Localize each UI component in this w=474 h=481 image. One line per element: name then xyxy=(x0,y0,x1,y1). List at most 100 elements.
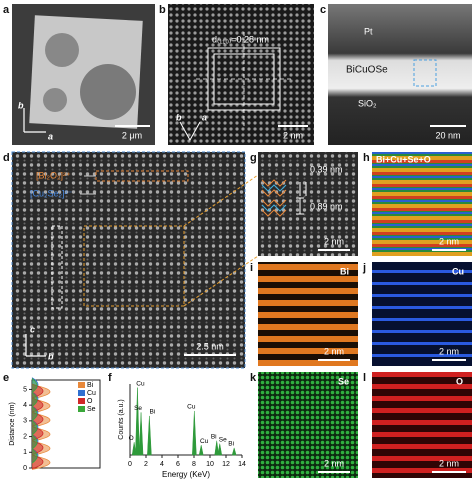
crosshair xyxy=(196,32,292,126)
legend-swatch xyxy=(78,406,85,412)
legend-label: Cu xyxy=(87,390,96,397)
x-tick-label: 8 xyxy=(192,461,196,468)
element-label: O xyxy=(456,376,463,386)
spacing-label: 0.89 nm xyxy=(310,201,343,211)
image-d xyxy=(11,151,246,369)
peak-label: Cu xyxy=(187,404,196,411)
y-tick-label: 4 xyxy=(23,402,27,409)
panel-label: j xyxy=(362,262,366,274)
panel-label: i xyxy=(250,262,253,274)
image-g xyxy=(258,152,358,256)
peak xyxy=(138,412,144,456)
legend-swatch xyxy=(78,382,85,388)
peak-label: Bi xyxy=(149,409,155,416)
peak-label: Cu xyxy=(136,380,145,387)
axis-label: b xyxy=(176,112,182,122)
y-tick-label: 0 xyxy=(23,465,27,472)
axis-label: c xyxy=(30,324,35,334)
profile-peak xyxy=(31,378,38,393)
y-tick-label: 2 xyxy=(23,433,27,440)
y-axis-label: Distance (nm) xyxy=(9,402,16,446)
scale-bar-label: 2 nm xyxy=(324,346,344,356)
hole xyxy=(80,64,136,120)
profile-peak xyxy=(31,420,38,436)
axis-label: b xyxy=(18,100,24,110)
peak-label: Se xyxy=(219,436,227,443)
scale-bar-label: 20 nm xyxy=(435,130,460,140)
layer-label: SiO₂ xyxy=(358,98,377,108)
profile-peak xyxy=(31,448,38,464)
scale-bar-label: 2 nm xyxy=(283,130,303,140)
layer-label: [Bi₂O₂]²⁺ xyxy=(36,170,71,180)
panel-label: k xyxy=(250,372,257,384)
panel-label: h xyxy=(363,152,370,164)
scale-bar-label: 2 nm xyxy=(324,458,344,468)
scale-bar-label: 2 nm xyxy=(439,236,459,246)
map-l xyxy=(372,372,472,478)
x-tick-label: 14 xyxy=(238,461,246,468)
profile-peak xyxy=(31,434,38,450)
map-j xyxy=(372,262,472,366)
scale-bar-label: 2.5 nm xyxy=(196,341,224,351)
peak-label: Cu xyxy=(200,438,209,445)
y-tick-label: 1 xyxy=(23,449,27,456)
peak xyxy=(131,442,137,456)
x-tick-label: 6 xyxy=(176,461,180,468)
panel-label: e xyxy=(3,372,9,384)
peak xyxy=(135,387,140,456)
profile-peak xyxy=(31,392,38,407)
image-c xyxy=(328,4,472,145)
hole xyxy=(43,88,67,112)
axis-label: a xyxy=(48,131,53,141)
structure-overlay xyxy=(261,184,287,212)
peak-label: Se xyxy=(134,405,142,412)
map-i xyxy=(258,262,358,366)
x-tick-label: 4 xyxy=(160,461,164,468)
peak xyxy=(217,443,223,456)
profile-peak xyxy=(31,406,38,422)
panel-label: g xyxy=(250,152,257,164)
panel-label: f xyxy=(108,372,112,384)
panel-label: d xyxy=(3,152,10,164)
image-b xyxy=(168,4,314,145)
panel-label: a xyxy=(3,4,10,16)
box xyxy=(83,225,185,307)
map-k xyxy=(258,372,358,478)
peak xyxy=(147,415,152,456)
scale-bar-label: 2 nm xyxy=(324,236,344,246)
scale-bar-label: 2 nm xyxy=(439,458,459,468)
spacing-label: d₍₁₁₀₎=0.28 nm xyxy=(212,34,269,44)
panel-label: l xyxy=(363,372,366,384)
axis-label: a xyxy=(202,112,207,122)
hole xyxy=(45,33,79,67)
axes xyxy=(129,384,242,456)
box xyxy=(95,170,189,182)
element-label: Se xyxy=(338,376,349,386)
peak xyxy=(198,445,204,456)
peak-label: O xyxy=(129,435,134,442)
panel-label: c xyxy=(320,4,326,16)
peak-label: Bi xyxy=(211,434,217,441)
element-label: Bi xyxy=(340,266,349,276)
legend-label: Se xyxy=(87,406,96,413)
axes xyxy=(25,334,46,357)
y-tick-label: 3 xyxy=(23,418,27,425)
element-label: Cu xyxy=(452,266,464,276)
layer-label: Pt xyxy=(364,26,373,36)
axes xyxy=(23,108,46,133)
layer-label: [Cu₂Se₂]²⁻ xyxy=(30,188,72,198)
legend-label: Bi xyxy=(87,382,94,389)
pointer xyxy=(80,175,96,195)
x-axis-label: Energy (KeV) xyxy=(162,470,210,479)
peak xyxy=(192,410,197,456)
structure-overlay xyxy=(261,179,287,217)
layer-label: BiCuOSe xyxy=(346,65,388,76)
box xyxy=(51,225,63,309)
peak-label: Bi xyxy=(228,441,234,448)
legend-swatch xyxy=(78,398,85,404)
legend-label: O xyxy=(87,398,93,405)
axes xyxy=(179,121,201,142)
element-label: Bi+Cu+Se+O xyxy=(376,154,431,164)
panel-label: b xyxy=(159,4,166,16)
